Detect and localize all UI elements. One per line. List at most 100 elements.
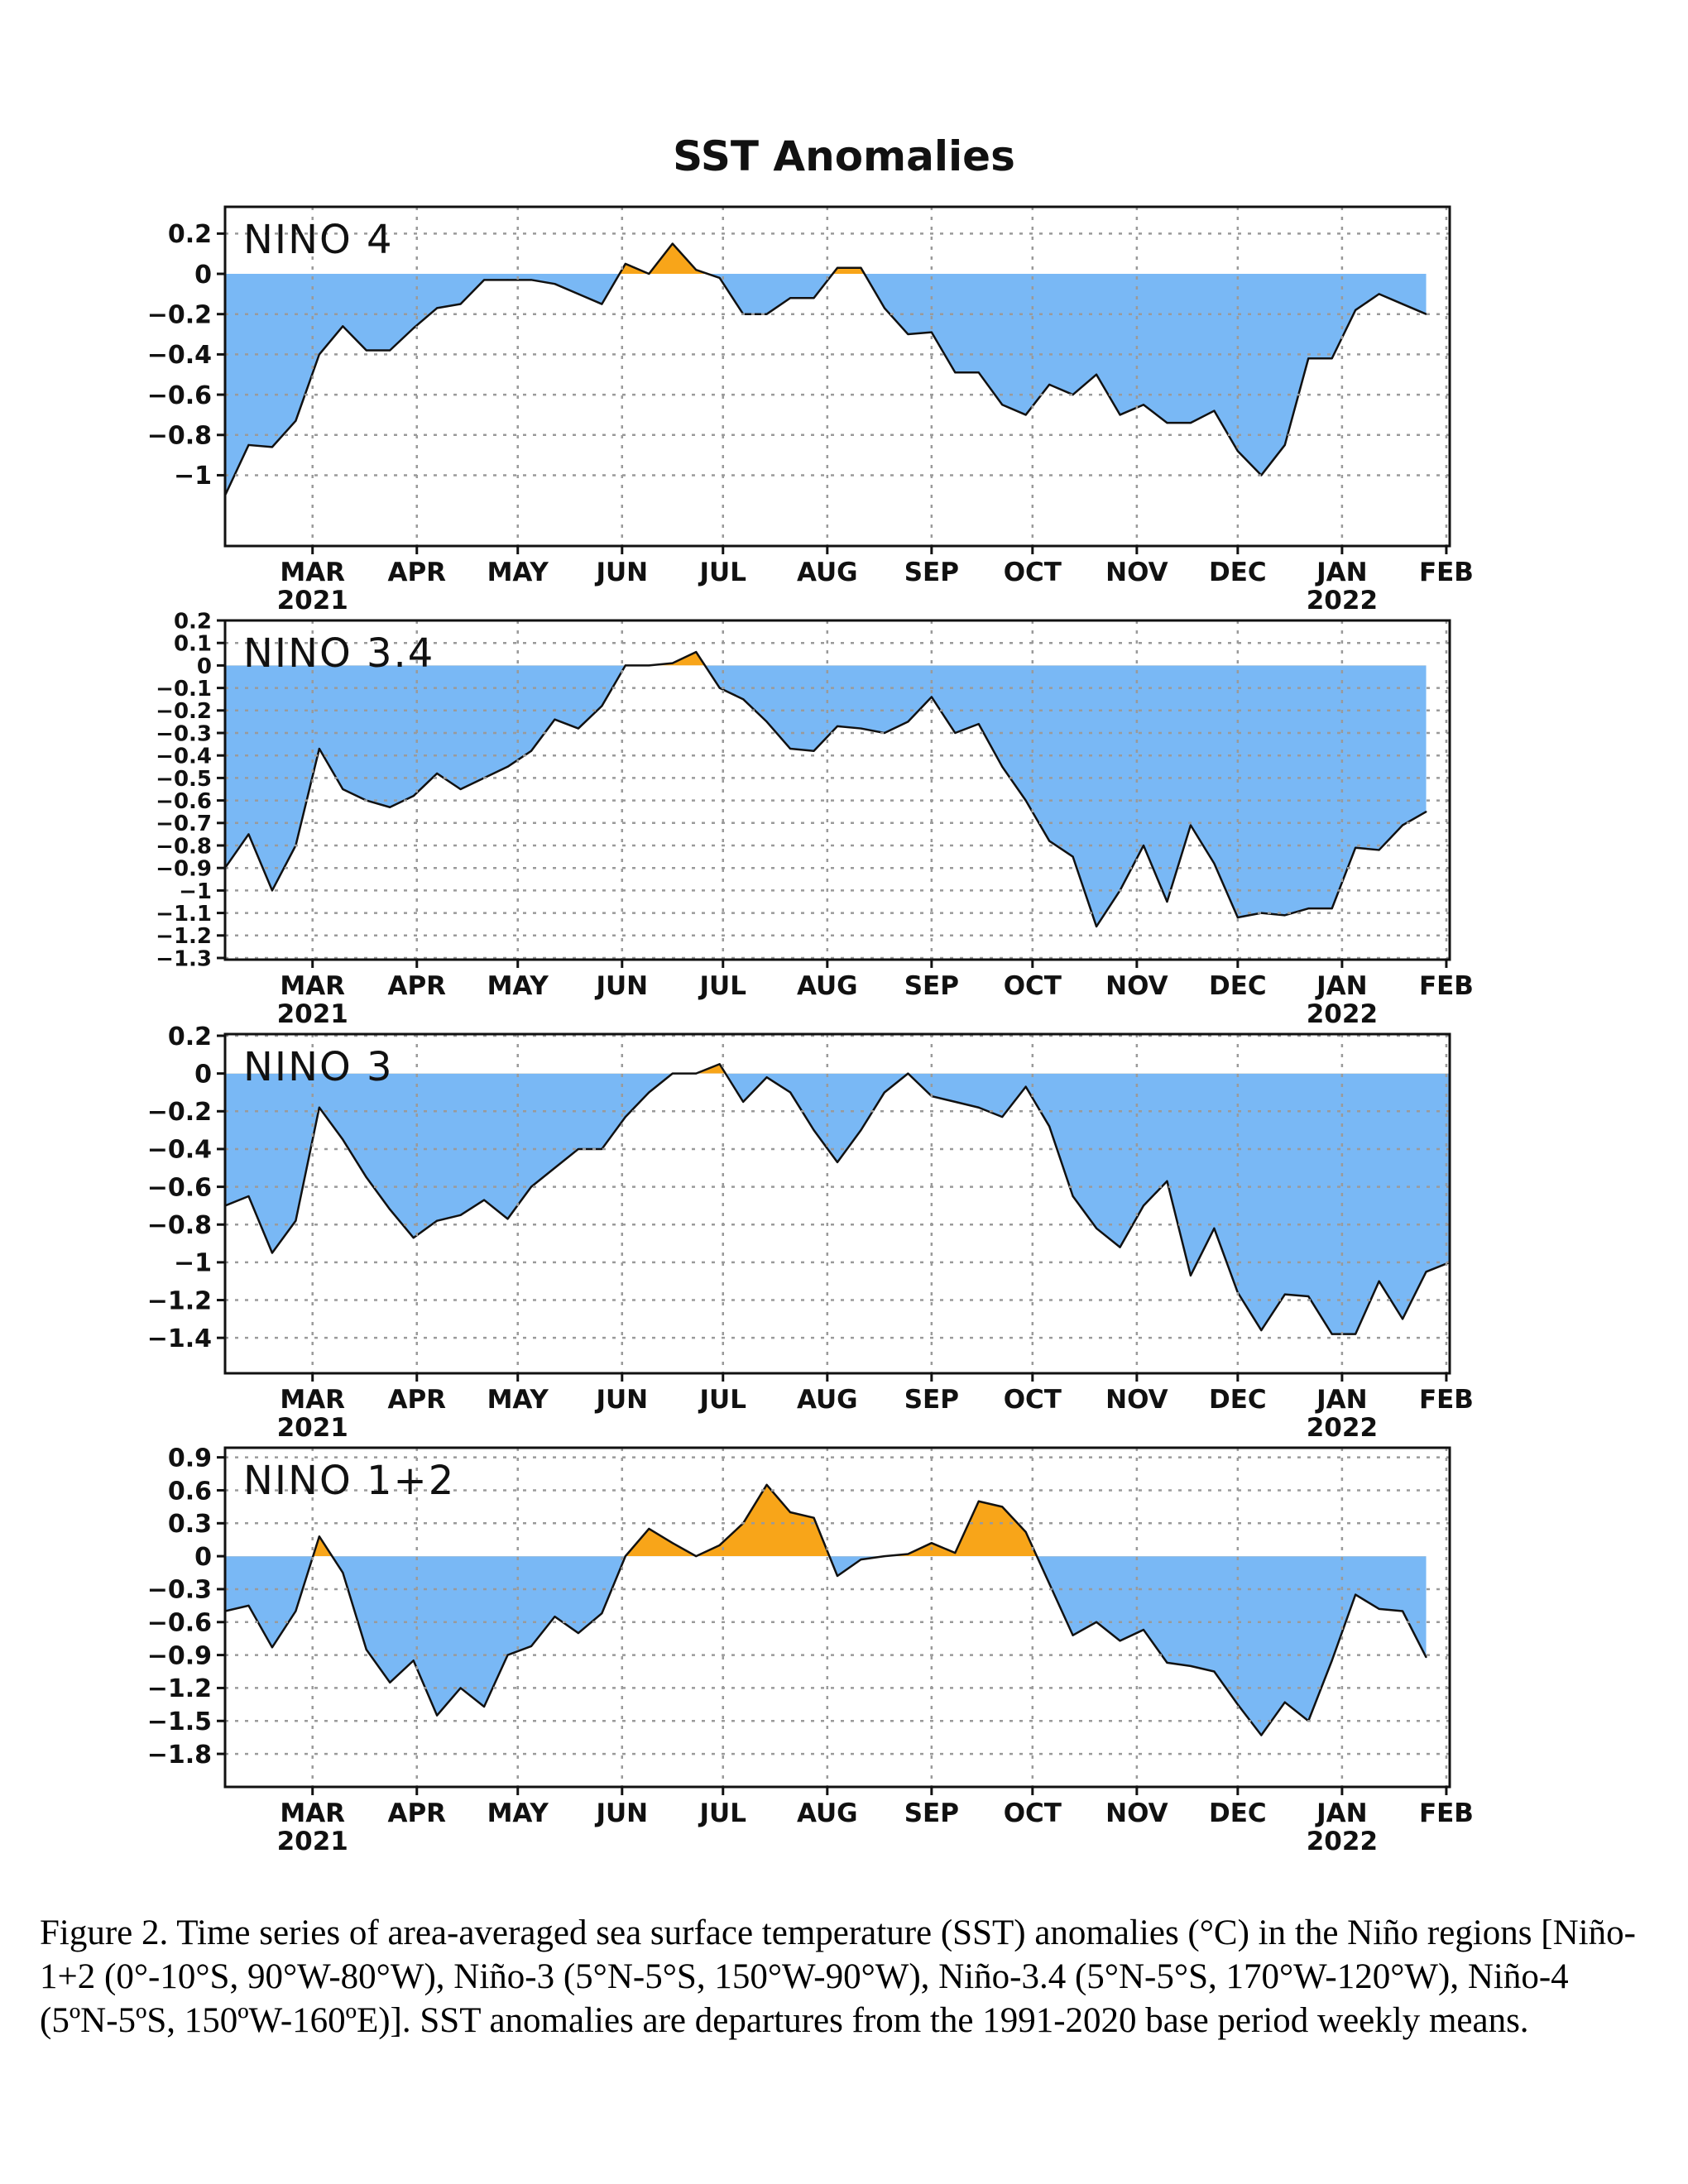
y-tick-label: −0.9 <box>147 1641 212 1670</box>
data-point <box>1072 855 1074 858</box>
data-point <box>1355 846 1357 849</box>
y-tick-label: −0.4 <box>147 1136 212 1165</box>
negative-area <box>225 274 1427 496</box>
data-point <box>954 1552 957 1554</box>
x-tick-label: DEC <box>1209 1798 1267 1828</box>
data-point <box>1072 1634 1074 1636</box>
data-point <box>530 279 532 281</box>
x-tick-label: MAY <box>487 1798 549 1828</box>
y-tick-label: 0 <box>197 654 212 679</box>
y-tick-label: 0.1 <box>174 632 212 657</box>
x-tick-label: MAR <box>280 971 345 1001</box>
data-point <box>271 1252 273 1254</box>
data-point <box>412 327 415 329</box>
x-tick-label: MAY <box>487 971 549 1001</box>
y-tick-label: −1.2 <box>156 924 212 949</box>
x-tick-label: OCT <box>1004 971 1062 1001</box>
data-point <box>1283 443 1286 446</box>
data-point <box>718 687 721 689</box>
data-point <box>1331 908 1333 910</box>
data-point <box>837 725 838 727</box>
data-point <box>648 1091 650 1094</box>
x-tick-label: JAN <box>1315 1798 1367 1828</box>
data-point <box>1024 1530 1027 1533</box>
data-point <box>342 325 344 328</box>
data-point <box>601 303 603 305</box>
data-point <box>1001 1116 1004 1118</box>
data-point <box>789 1091 792 1094</box>
data-point <box>1143 845 1144 846</box>
area-group <box>225 1062 1450 1335</box>
data-point <box>907 1553 909 1555</box>
caption-text: Figure 2. Time series of area-averaged s… <box>40 1913 1636 2040</box>
data-point <box>1425 1271 1427 1273</box>
x-tick-label: SEP <box>904 971 959 1001</box>
data-point <box>483 1199 486 1201</box>
data-point <box>977 1106 980 1109</box>
data-point <box>530 1645 532 1647</box>
data-point <box>577 727 579 730</box>
x-tick-label: MAY <box>487 1385 549 1415</box>
data-point <box>1048 1125 1051 1128</box>
series-line <box>225 242 1427 496</box>
x-tick-year-label: 2021 <box>277 999 348 1029</box>
x-tick-label: OCT <box>1004 1385 1062 1415</box>
y-tick-label: −1.2 <box>147 1286 212 1315</box>
plot-frame <box>223 1032 1451 1375</box>
y-tick-label: −1.5 <box>147 1707 212 1736</box>
y-tick-label: −1.8 <box>147 1741 212 1770</box>
data-point <box>718 276 721 279</box>
data-point <box>695 1072 698 1075</box>
data-point <box>837 1575 838 1578</box>
data-point <box>506 1654 509 1656</box>
grid <box>225 1034 1450 1373</box>
data-point <box>436 1714 439 1717</box>
plot-frame <box>223 1446 1451 1789</box>
data-point <box>1024 1085 1027 1088</box>
plot-frame <box>223 619 1451 961</box>
y-tick-label: −0.4 <box>156 745 212 769</box>
y-tick-label: −0.2 <box>156 699 212 724</box>
data-point <box>1331 1333 1333 1335</box>
data-point <box>554 718 556 721</box>
positive-area <box>313 1484 1038 1557</box>
data-point <box>1048 1583 1051 1585</box>
data-point <box>342 1572 344 1574</box>
data-point <box>1072 1195 1074 1197</box>
data-point <box>1331 357 1333 360</box>
data-point <box>1378 849 1380 851</box>
x-tick-label: APR <box>387 1385 446 1415</box>
data-point <box>530 750 532 752</box>
y-tick-label: −0.2 <box>147 1098 212 1127</box>
data-point <box>506 1218 509 1220</box>
data-point <box>1355 1593 1357 1596</box>
data-point <box>1283 1701 1286 1703</box>
data-point <box>837 266 838 269</box>
page-title: SST Anomalies <box>673 132 1015 180</box>
data-point <box>436 307 439 309</box>
negative-area <box>225 1073 1450 1334</box>
y-tick-label: 0 <box>194 1060 212 1089</box>
data-point <box>1048 383 1051 386</box>
data-point <box>365 1176 367 1179</box>
data-point <box>695 269 698 271</box>
data-point <box>577 1147 579 1150</box>
y-tick-label: −0.8 <box>147 1211 212 1240</box>
data-point <box>671 242 674 245</box>
data-point <box>1402 1610 1404 1612</box>
data-point <box>1378 293 1380 295</box>
data-point <box>1096 373 1098 376</box>
y-tick-label: −0.5 <box>156 767 212 792</box>
y-tick-label: −0.6 <box>156 789 212 814</box>
data-point <box>1189 1274 1192 1276</box>
data-point <box>1213 862 1216 864</box>
data-point <box>907 721 909 723</box>
data-point <box>624 1116 626 1118</box>
data-point <box>765 1483 768 1486</box>
data-point <box>1402 303 1404 305</box>
data-point <box>954 732 957 734</box>
y-tick-label: −0.1 <box>156 677 212 702</box>
data-point <box>271 1646 273 1649</box>
data-point <box>1189 422 1192 424</box>
data-point <box>318 748 320 750</box>
